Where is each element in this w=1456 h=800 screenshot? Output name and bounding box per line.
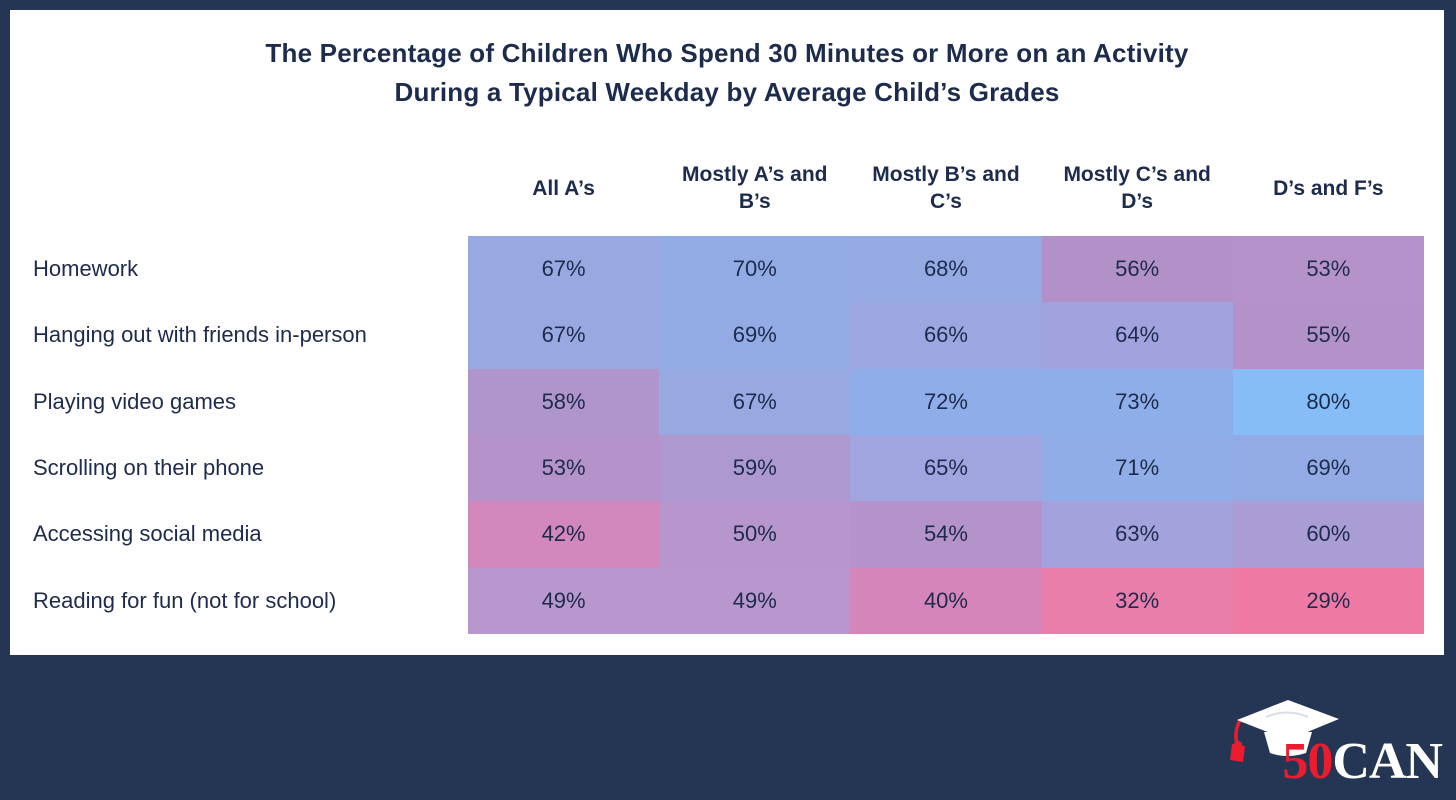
chart-title-line2: During a Typical Weekday by Average Chil…	[394, 77, 1060, 107]
heatmap-cell-0-0-text: 67%	[541, 256, 586, 282]
chart-card: The Percentage of Children Who Spend 30 …	[10, 10, 1444, 655]
heatmap-cell-4-2-text: 54%	[923, 521, 968, 547]
heatmap-cell-1-4-text: 55%	[1306, 322, 1351, 348]
row-label-2-text: Playing video games	[33, 388, 237, 414]
row-label-3: Scrolling on their phone	[10, 435, 468, 501]
column-header-4-text: D’s and F’s	[1273, 176, 1384, 200]
column-header-4: D’s and F’s	[1233, 140, 1424, 236]
heatmap-cell-5-0-text: 49%	[541, 587, 586, 613]
column-header-3-text: Mostly C’s and D’s	[1063, 163, 1211, 213]
heatmap-cell-4-0-text: 42%	[541, 521, 586, 547]
heatmap-grid: All A’s Mostly A’s and B’s Mostly B’s and …	[10, 140, 1424, 634]
row-label-5: Reading for fun (not for school)	[10, 568, 468, 634]
heatmap-cell-1-1: 69%	[659, 302, 851, 369]
column-header-0-text: All A’s	[532, 176, 595, 200]
heatmap-cell-5-1-text: 49%	[732, 587, 777, 613]
heatmap-cell-3-2: 65%	[850, 434, 1042, 502]
heatmap-cell-4-1-text: 50%	[732, 521, 777, 547]
heatmap-cell-4-4-text: 60%	[1306, 521, 1351, 547]
heatmap-cell-0-0: 67%	[468, 236, 660, 303]
header-corner	[10, 140, 468, 236]
heatmap-cell-3-0-text: 53%	[541, 455, 586, 481]
heatmap-cell-5-1: 49%	[659, 567, 851, 634]
heatmap-cell-3-3: 71%	[1041, 434, 1233, 502]
row-label-5-text: Reading for fun (not for school)	[33, 587, 337, 613]
heatmap-cell-5-2: 40%	[850, 567, 1042, 634]
heatmap-cell-3-4: 69%	[1232, 434, 1424, 502]
heatmap-cell-2-3: 73%	[1041, 368, 1233, 435]
brand-wordmark-can: CAN	[1332, 733, 1443, 790]
heatmap-cell-1-3-text: 64%	[1115, 322, 1160, 348]
heatmap-cell-1-0: 67%	[468, 302, 660, 369]
heatmap-cell-4-3: 63%	[1041, 501, 1233, 568]
row-label-4: Accessing social media	[10, 501, 468, 567]
heatmap-cell-0-4: 53%	[1232, 236, 1424, 303]
row-label-0-text: Homework	[33, 256, 139, 282]
heatmap-cell-0-3: 56%	[1041, 236, 1233, 303]
heatmap-cell-2-0-text: 58%	[541, 388, 586, 414]
heatmap-cell-2-0: 58%	[468, 368, 660, 435]
heatmap-cell-1-3: 64%	[1041, 302, 1233, 369]
heatmap-cell-5-3-text: 32%	[1115, 587, 1160, 613]
heatmap-cell-5-3: 32%	[1041, 567, 1233, 634]
heatmap-cell-2-4: 80%	[1232, 368, 1424, 435]
heatmap-cell-4-0: 42%	[468, 501, 660, 568]
brand-wordmark-50: 50	[1282, 733, 1333, 790]
row-label-1: Hanging out with friends in-person	[10, 302, 468, 368]
heatmap-cell-1-2-text: 66%	[923, 322, 968, 348]
chart-title-line1: The Percentage of Children Who Spend 30 …	[265, 38, 1189, 68]
heatmap-cell-2-3-text: 73%	[1115, 388, 1160, 414]
heatmap-cell-4-4: 60%	[1232, 501, 1424, 568]
graduation-cap-icon	[1230, 700, 1339, 762]
heatmap-cell-3-1: 59%	[659, 434, 851, 502]
column-header-1: Mostly A’s and B’s	[659, 140, 850, 236]
heatmap-cell-1-0-text: 67%	[541, 322, 586, 348]
heatmap-cell-1-2: 66%	[850, 302, 1042, 369]
heatmap-cell-4-3-text: 63%	[1115, 521, 1160, 547]
heatmap-cell-0-2: 68%	[850, 236, 1042, 303]
heatmap-cell-3-0: 53%	[468, 434, 660, 502]
heatmap-cell-3-3-text: 71%	[1115, 455, 1160, 481]
heatmap-cell-5-4-text: 29%	[1306, 587, 1351, 613]
heatmap-cell-0-2-text: 68%	[923, 256, 968, 282]
heatmap-cell-2-1-text: 67%	[732, 388, 777, 414]
heatmap-cell-5-0: 49%	[468, 567, 660, 634]
heatmap-cell-5-2-text: 40%	[923, 587, 968, 613]
heatmap-cell-5-4: 29%	[1232, 567, 1424, 634]
brand-wordmark: 50CAN	[1282, 733, 1443, 790]
row-label-4-text: Accessing social media	[33, 521, 262, 547]
heatmap-cell-1-1-text: 69%	[732, 322, 777, 348]
heatmap-cell-0-1-text: 70%	[732, 256, 777, 282]
column-header-2: Mostly B’s and C’s	[850, 140, 1041, 236]
column-header-0: All A’s	[468, 140, 659, 236]
heatmap-cell-2-1: 67%	[659, 368, 851, 435]
row-label-0: Homework	[10, 236, 468, 302]
heatmap-cell-0-4-text: 53%	[1306, 256, 1351, 282]
column-header-3: Mostly C’s and D’s	[1042, 140, 1233, 236]
heatmap-cell-0-3-text: 56%	[1115, 256, 1160, 282]
heatmap-cell-3-2-text: 65%	[923, 455, 968, 481]
heatmap-cell-3-4-text: 69%	[1306, 455, 1351, 481]
heatmap-cell-1-4: 55%	[1232, 302, 1424, 369]
heatmap-cell-4-1: 50%	[659, 501, 851, 568]
heatmap-cell-0-1: 70%	[659, 236, 851, 303]
heatmap-cell-2-2-text: 72%	[923, 388, 968, 414]
heatmap-cell-4-2: 54%	[850, 501, 1042, 568]
column-header-1-text: Mostly A’s and B’s	[682, 163, 828, 213]
heatmap-cell-2-2: 72%	[850, 368, 1042, 435]
heatmap-cell-2-4-text: 80%	[1306, 388, 1351, 414]
chart-title: The Percentage of Children Who Spend 30 …	[10, 34, 1444, 112]
row-label-3-text: Scrolling on their phone	[33, 455, 265, 481]
row-label-1-text: Hanging out with friends in-person	[33, 322, 367, 348]
row-label-2: Playing video games	[10, 369, 468, 435]
heatmap-cell-3-1-text: 59%	[732, 455, 777, 481]
column-header-2-text: Mostly B’s and C’s	[872, 163, 1020, 213]
brand-logo: 50CAN	[1224, 688, 1443, 790]
